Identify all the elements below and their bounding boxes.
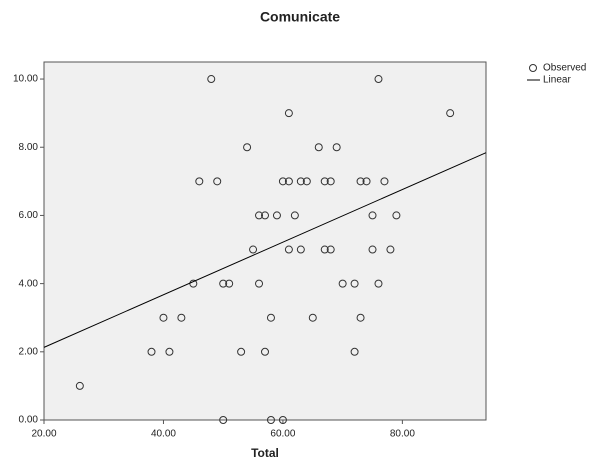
- y-tick-label: 10.00: [13, 74, 38, 85]
- legend-label: Observed: [543, 63, 586, 74]
- point: [332, 143, 341, 152]
- legend-marker: [529, 64, 537, 72]
- x-tick-label: 20.00: [31, 429, 56, 440]
- point: [219, 416, 228, 424]
- y-tick-label: 8.00: [19, 142, 39, 153]
- point: [272, 211, 281, 220]
- y-tick-label: 0.00: [19, 415, 39, 426]
- fit-line: [43, 152, 487, 348]
- point: [374, 279, 383, 288]
- point: [350, 347, 359, 356]
- point: [266, 416, 275, 424]
- point: [195, 177, 204, 186]
- point: [290, 211, 299, 220]
- point: [314, 143, 323, 152]
- point: [374, 75, 383, 84]
- plot-area: [43, 61, 487, 421]
- point: [159, 313, 168, 322]
- point: [213, 177, 222, 186]
- point: [338, 279, 347, 288]
- point: [386, 245, 395, 254]
- point: [302, 177, 311, 186]
- point: [326, 177, 335, 186]
- y-tick-label: 4.00: [19, 278, 39, 289]
- x-tick-label: 80.00: [390, 429, 415, 440]
- point: [392, 211, 401, 220]
- x-tick-label: 60.00: [270, 429, 295, 440]
- point: [356, 313, 365, 322]
- point: [368, 211, 377, 220]
- point: [243, 143, 252, 152]
- point: [362, 177, 371, 186]
- point: [320, 177, 329, 186]
- y-tick-label: 2.00: [19, 346, 39, 357]
- chart-title: Comunicate: [260, 9, 340, 25]
- point: [237, 347, 246, 356]
- x-axis-label: Total: [251, 446, 279, 460]
- point: [147, 347, 156, 356]
- point: [326, 245, 335, 254]
- point: [266, 313, 275, 322]
- point: [350, 279, 359, 288]
- point: [296, 177, 305, 186]
- point: [284, 177, 293, 186]
- point: [225, 279, 234, 288]
- point: [255, 279, 264, 288]
- point: [368, 245, 377, 254]
- point: [177, 313, 186, 322]
- point: [75, 381, 84, 390]
- point: [284, 109, 293, 118]
- point: [255, 211, 264, 220]
- point: [320, 245, 329, 254]
- point: [380, 177, 389, 186]
- y-tick-label: 6.00: [19, 210, 39, 221]
- point: [278, 416, 287, 424]
- point: [278, 177, 287, 186]
- point: [165, 347, 174, 356]
- point: [261, 347, 269, 356]
- point: [356, 177, 365, 186]
- point: [261, 211, 269, 220]
- point: [308, 313, 317, 322]
- x-tick-label: 40.00: [151, 429, 176, 440]
- point: [296, 245, 305, 254]
- legend-label: Linear: [543, 75, 571, 86]
- point: [249, 245, 258, 254]
- point: [446, 109, 455, 118]
- point: [207, 75, 216, 84]
- point: [219, 279, 228, 288]
- point: [284, 245, 293, 254]
